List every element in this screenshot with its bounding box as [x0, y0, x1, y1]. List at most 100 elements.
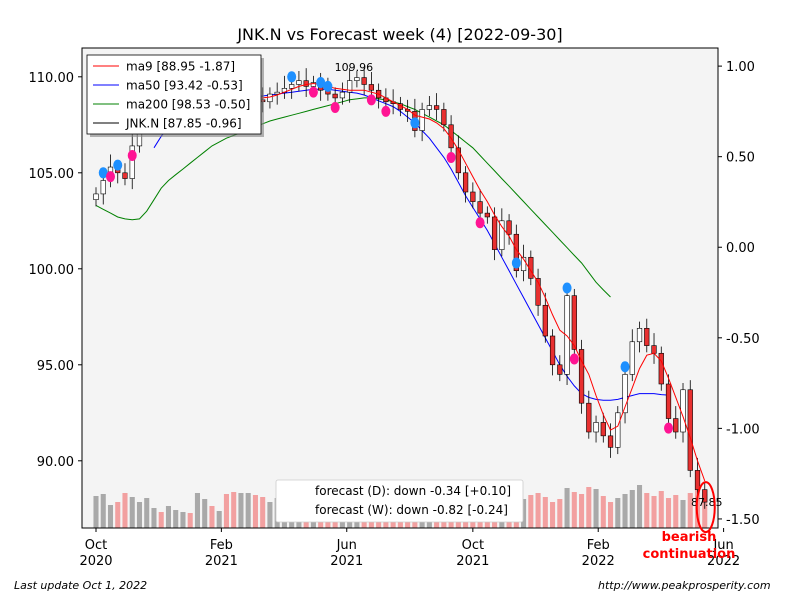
- y-right-tick-label: 1.00: [726, 60, 755, 75]
- footer-url: http://www.peakprosperity.com: [598, 579, 771, 592]
- volume-bar: [158, 512, 164, 528]
- volume-bar: [521, 499, 527, 528]
- volume-bar: [165, 506, 172, 528]
- volume-bar: [100, 494, 106, 528]
- candle-body: [347, 80, 353, 93]
- candle-body: [122, 172, 128, 179]
- candle-body: [368, 84, 375, 91]
- y-right-tick-label: -1.00: [726, 422, 760, 437]
- candle-body: [694, 470, 701, 490]
- candle-body: [441, 109, 447, 126]
- candle-body: [629, 341, 635, 375]
- volume-bar: [535, 493, 541, 528]
- sell-signal-dot: [569, 353, 579, 365]
- volume-bar: [579, 494, 585, 528]
- volume-bar: [260, 497, 266, 528]
- bearish-circle: [695, 481, 716, 534]
- candle-body: [622, 374, 628, 414]
- candle-body: [354, 77, 360, 81]
- volume-bar: [238, 493, 244, 528]
- forecast-line: forecast (W): down -0.82 [-0.24]: [315, 503, 508, 517]
- buy-signal-dot: [287, 71, 297, 83]
- volume-bar: [173, 510, 179, 528]
- candle-body: [535, 278, 541, 306]
- candle-body: [499, 220, 505, 250]
- volume-bar: [216, 511, 222, 528]
- plot-frame: [81, 47, 719, 529]
- candle-body: [267, 93, 273, 103]
- last-price-label: 87.85: [691, 496, 723, 509]
- candle-body: [100, 180, 106, 195]
- ma200-line: [95, 97, 611, 298]
- sell-signal-dot: [330, 102, 340, 114]
- x-tick-label: Oct: [462, 538, 484, 553]
- peak-label: 109.96: [335, 61, 374, 74]
- volume-bar: [187, 513, 193, 528]
- buy-signal-dot: [620, 361, 630, 373]
- y-left-tick-label: 95.00: [37, 359, 74, 374]
- volume-bar: [93, 496, 99, 528]
- x-tick-label: 2020: [79, 554, 112, 569]
- candle-body: [484, 212, 490, 218]
- volume-bar: [136, 502, 143, 528]
- sell-signal-dot: [308, 86, 318, 98]
- y-right-tick-label: -1.50: [726, 513, 760, 528]
- candle-body: [571, 295, 577, 350]
- volume-bar: [586, 487, 592, 528]
- candle-body: [600, 422, 606, 437]
- sell-signal-dot: [127, 150, 137, 162]
- x-tick-label: Jun: [712, 538, 733, 553]
- forecast-box-frame: [275, 479, 524, 523]
- x-tick-label: Feb: [210, 538, 233, 553]
- candle-body: [448, 124, 454, 149]
- forecast-box: forecast (D): down -0.34 [+0.10] forecast…: [275, 479, 524, 523]
- volume-bar: [209, 506, 215, 528]
- buy-signal-dot: [323, 80, 333, 92]
- x-tick-label: Jun: [336, 538, 357, 553]
- candle-body: [506, 220, 512, 235]
- candle-body: [651, 345, 657, 354]
- candle-body: [462, 172, 469, 193]
- volume-bar: [151, 508, 157, 528]
- candle-body: [361, 77, 367, 85]
- chart-title: JNK.N vs Forecast week (4) [2022-09-30]: [236, 25, 562, 44]
- volume-bar: [223, 494, 229, 528]
- candle-body: [339, 91, 346, 99]
- plot-area: 90.00 95.00 100.00 105.00 110.00 -1.50 -1.00 -0…: [29, 47, 760, 569]
- x-tick-label: 2022: [582, 554, 615, 569]
- footer-last-update: Last update Oct 1, 2022: [14, 579, 148, 592]
- volume-bar: [231, 492, 237, 528]
- candle-body: [129, 145, 135, 179]
- candle-body: [665, 383, 672, 419]
- volume-bar: [129, 497, 135, 528]
- candle-body: [673, 418, 679, 433]
- candle-body: [491, 216, 498, 250]
- y-left-tick-label: 105.00: [29, 167, 75, 182]
- sell-signal-dot: [366, 94, 376, 106]
- volume-bar: [673, 495, 679, 528]
- volume-bar: [636, 485, 643, 528]
- candle-body: [303, 80, 309, 87]
- candle-body: [289, 84, 295, 89]
- buy-signal-dot: [511, 257, 521, 269]
- volume-bar: [194, 493, 200, 528]
- x-tick-label: 2021: [330, 554, 363, 569]
- sell-signal-dot: [381, 105, 391, 117]
- candle-body: [296, 80, 302, 85]
- candle-body: [542, 304, 548, 337]
- candle-body: [702, 489, 708, 503]
- x-tick-label: Oct: [85, 538, 107, 553]
- volume-bar: [550, 502, 556, 528]
- volume-bar: [593, 489, 599, 528]
- buy-signal-dot: [562, 282, 572, 294]
- buy-signal-dot: [98, 167, 108, 179]
- sell-signal-dot: [446, 151, 456, 163]
- y-right-tick-label: 0.50: [726, 151, 755, 166]
- y-right-tick-label: 0.00: [726, 241, 755, 256]
- volume-bar: [202, 499, 208, 528]
- sell-signal-dot: [105, 171, 115, 183]
- volume-bar: [122, 493, 128, 528]
- buy-signal-dot: [410, 117, 420, 129]
- buy-signal-dot: [316, 77, 326, 89]
- candle-body: [607, 435, 614, 448]
